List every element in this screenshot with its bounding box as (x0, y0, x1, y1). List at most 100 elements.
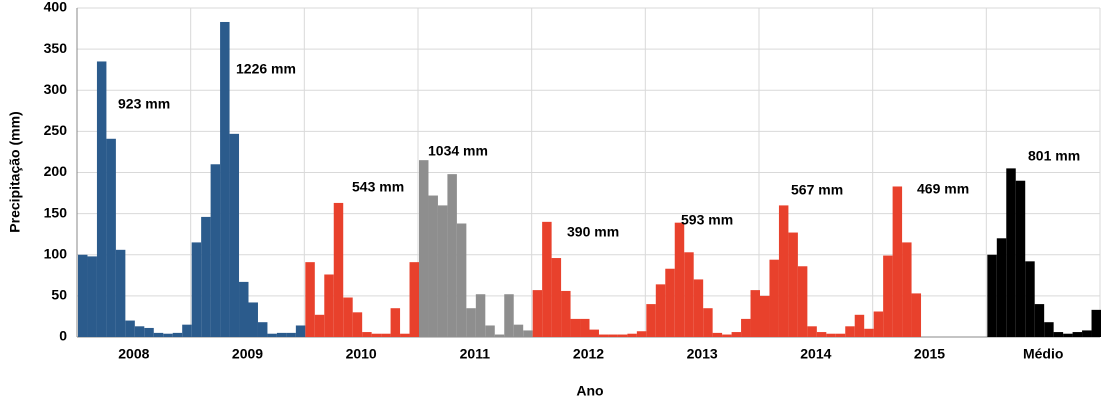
bar (996, 238, 1007, 337)
x-tick-label: 2012 (573, 346, 604, 362)
bar (144, 327, 154, 337)
bar (210, 164, 221, 337)
bar (153, 332, 164, 337)
bar (437, 205, 448, 337)
y-tick-label: 0 (59, 328, 67, 344)
bar (551, 258, 562, 337)
bar (485, 325, 495, 337)
bar (343, 297, 353, 337)
total-annotation: 593 mm (681, 212, 733, 228)
bar (760, 295, 770, 337)
bar (1015, 180, 1026, 337)
bar (741, 318, 751, 337)
bar (835, 333, 846, 337)
bar (665, 268, 675, 337)
x-tick-label: 2015 (914, 346, 945, 362)
bar (295, 325, 306, 337)
bar (87, 256, 97, 337)
bar (1053, 332, 1064, 337)
bar (608, 334, 618, 337)
bar (447, 174, 457, 337)
bar (106, 138, 116, 337)
bar (788, 232, 798, 337)
bar (504, 294, 514, 337)
bar (78, 254, 88, 337)
bar (902, 242, 912, 337)
bar (163, 333, 173, 337)
bar (191, 242, 202, 337)
bar (220, 21, 230, 337)
bar (816, 332, 827, 337)
bar (390, 308, 401, 337)
bar (826, 333, 836, 337)
bar (987, 254, 997, 337)
x-tick-label: 2009 (232, 346, 263, 362)
bar (542, 221, 552, 337)
bar (276, 332, 287, 337)
bar (778, 205, 789, 337)
bar (381, 333, 391, 337)
bar (125, 320, 135, 337)
bar (722, 334, 732, 337)
y-axis-title: Precipitação (mm) (7, 111, 23, 232)
bar (400, 333, 410, 337)
bar (693, 279, 704, 337)
bar (589, 329, 599, 337)
bar (911, 293, 922, 337)
bar (864, 328, 874, 337)
bar (428, 195, 438, 337)
total-annotation: 1034 mm (428, 143, 488, 159)
bar (456, 223, 467, 337)
y-tick-label: 50 (51, 287, 67, 303)
bar (570, 318, 581, 337)
bar (172, 332, 183, 337)
bar (750, 290, 760, 337)
bar (684, 252, 694, 337)
bar (201, 216, 211, 337)
bar (314, 314, 325, 337)
bar (134, 326, 145, 337)
bar (513, 324, 524, 337)
total-annotation: 390 mm (567, 224, 619, 240)
bar (362, 332, 372, 337)
total-annotation: 543 mm (352, 179, 404, 195)
bar (324, 274, 334, 337)
bar (229, 133, 240, 337)
bar (305, 262, 315, 337)
y-tick-label: 250 (44, 122, 68, 138)
bar (655, 284, 666, 337)
bar (96, 61, 107, 338)
bar (797, 266, 808, 337)
y-tick-label: 350 (44, 40, 68, 56)
bar (873, 311, 884, 337)
bar (494, 334, 505, 337)
bar (883, 255, 893, 337)
y-tick-label: 300 (44, 81, 68, 97)
bar (475, 294, 486, 337)
bar (845, 326, 855, 337)
bar (892, 186, 903, 337)
bar (248, 302, 258, 337)
bar (703, 308, 713, 337)
bar (239, 281, 249, 337)
bar (1006, 168, 1016, 337)
total-annotation: 801 mm (1028, 148, 1080, 164)
bar (1082, 330, 1092, 337)
y-tick-label: 200 (44, 163, 68, 179)
bar (419, 160, 429, 337)
bar (267, 333, 277, 337)
bar (617, 334, 628, 337)
bar (561, 290, 571, 337)
bar (466, 308, 476, 337)
bar (674, 222, 685, 337)
y-tick-label: 150 (44, 204, 68, 220)
bar (627, 333, 637, 337)
bar (1091, 309, 1101, 337)
bar (333, 202, 344, 337)
bar (1025, 261, 1035, 337)
bar (854, 314, 865, 337)
bar (580, 318, 590, 337)
x-tick-label: 2011 (460, 346, 491, 362)
bar (769, 259, 779, 337)
